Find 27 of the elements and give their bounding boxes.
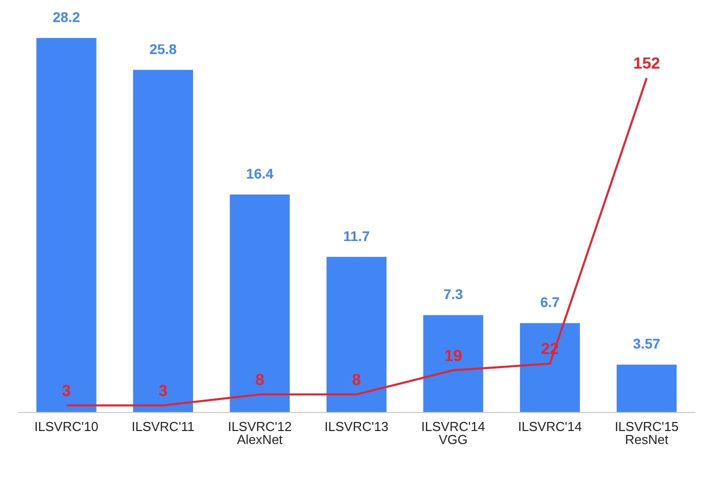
- data-label: 8: [352, 372, 362, 389]
- data-label: 3: [158, 382, 168, 400]
- bar: [616, 364, 677, 412]
- data-label: 8: [255, 372, 264, 389]
- data-label: 11.7: [343, 228, 370, 244]
- x-tick-label: ILSVRC'14: [518, 419, 582, 434]
- data-label: 3: [62, 382, 71, 400]
- x-tick-label: ILSVRC'11: [132, 419, 195, 434]
- x-tick-label: ILSVRC'14 VGG: [421, 419, 486, 447]
- data-label: 3.57: [633, 336, 660, 352]
- data-label: 16.4: [246, 165, 274, 182]
- data-label: 19: [444, 348, 462, 365]
- x-tick-label: ILSVRC'13: [324, 419, 388, 434]
- x-tick-label: ILSVRC'10: [34, 419, 98, 434]
- bar: [133, 70, 194, 412]
- bar: [230, 194, 290, 412]
- bar: [36, 38, 96, 412]
- x-tick-label: ILSVRC'12 AlexNet: [228, 419, 292, 447]
- data-label: 28.2: [52, 9, 80, 25]
- data-label: 25.8: [149, 40, 177, 57]
- data-label: 152: [633, 56, 660, 73]
- bar: [520, 323, 580, 412]
- bar: [423, 315, 484, 412]
- data-label: 7.3: [443, 286, 464, 302]
- data-label: 6.7: [540, 294, 560, 310]
- bar: [326, 256, 386, 412]
- x-tick-label: ILSVRC'15 ResNet: [614, 419, 679, 447]
